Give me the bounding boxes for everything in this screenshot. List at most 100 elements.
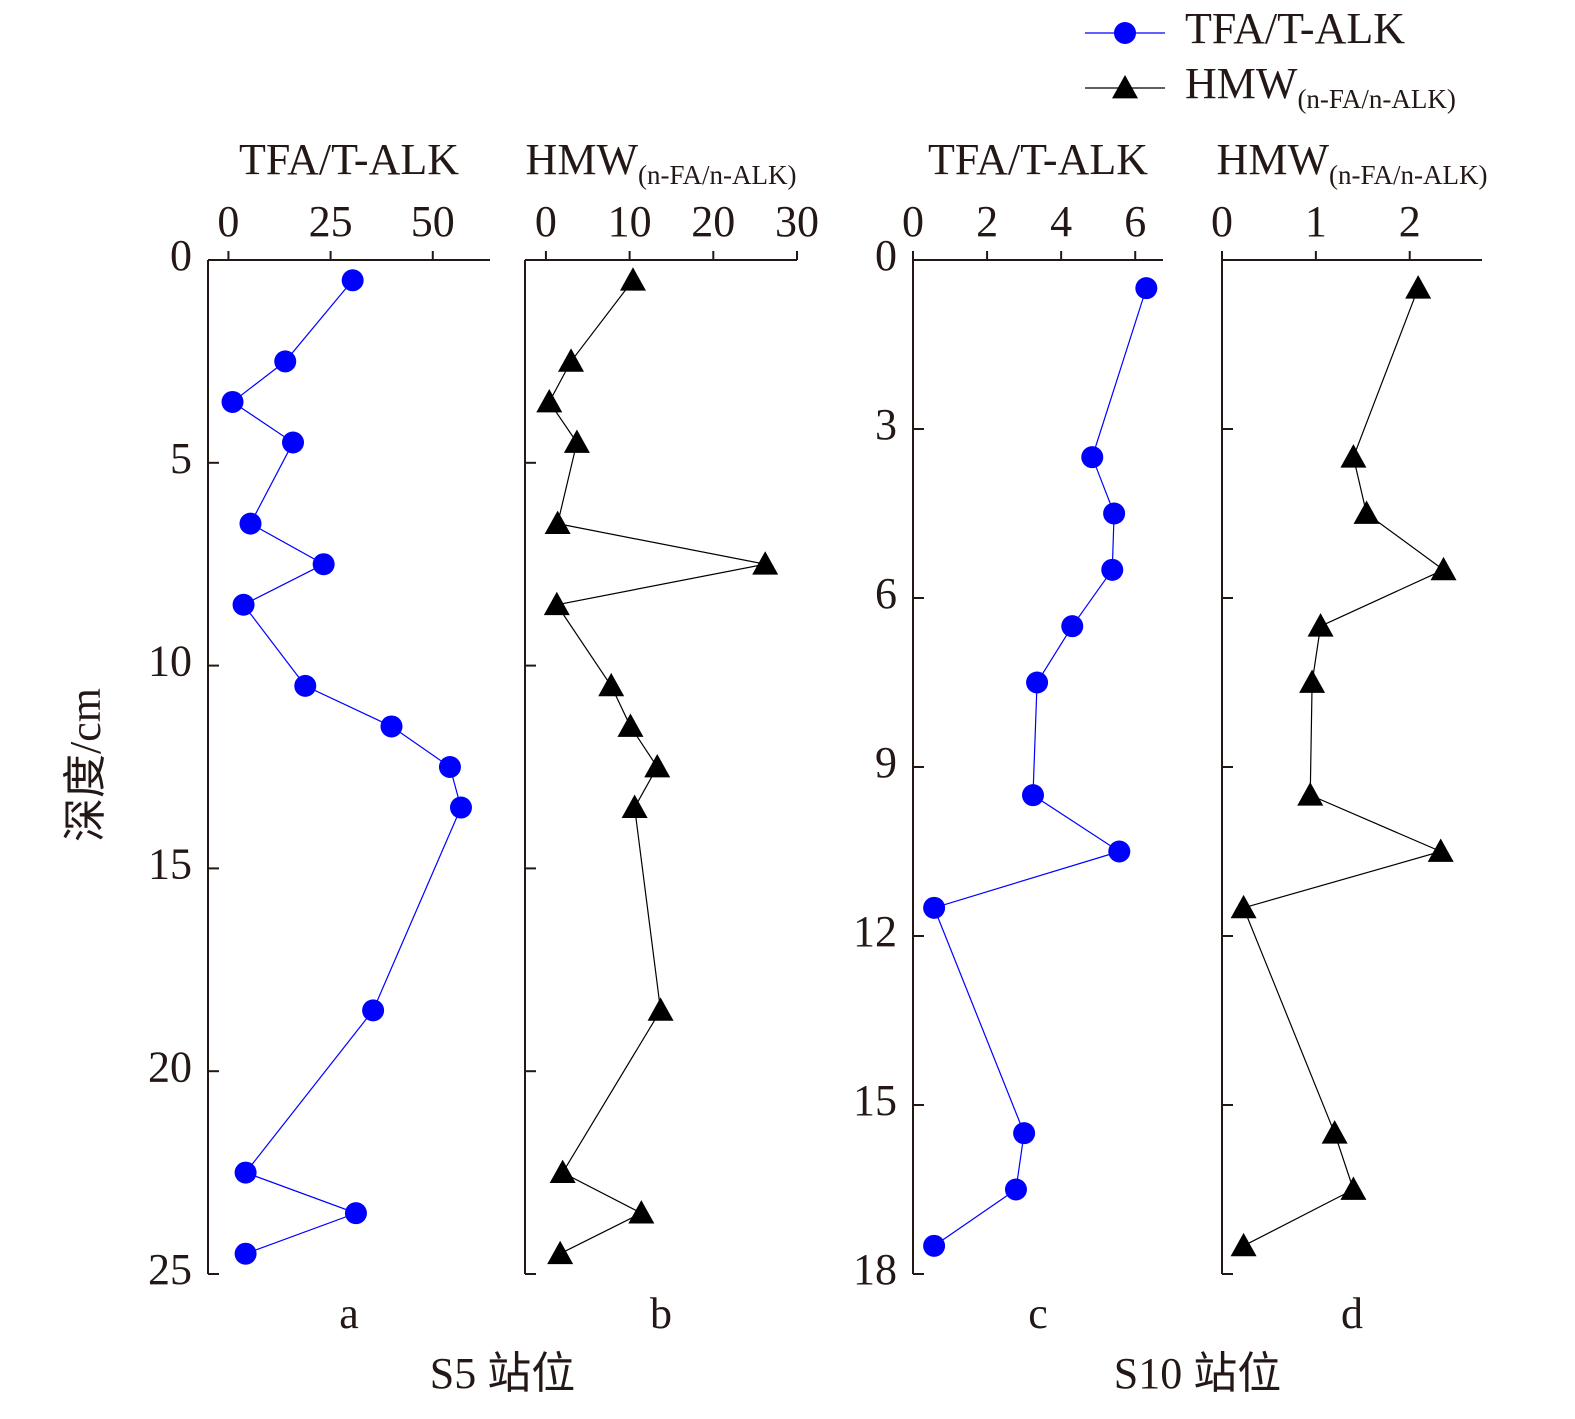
y-tick-label: 25 — [148, 1245, 192, 1294]
y-tick-label: 15 — [853, 1076, 897, 1125]
x-tick-label: 0 — [902, 197, 924, 246]
marker — [923, 1234, 946, 1257]
marker — [1022, 784, 1044, 807]
marker — [1026, 671, 1049, 694]
legend-label-main: HMW — [1185, 59, 1298, 108]
marker — [449, 796, 472, 819]
marker — [221, 390, 244, 413]
y-tick-label: 18 — [853, 1245, 897, 1294]
marker — [563, 429, 590, 453]
x-axis-title: TFA/T-ALK — [928, 135, 1148, 184]
marker — [1101, 558, 1124, 581]
panel-label: c — [1028, 1289, 1048, 1338]
marker — [344, 1202, 367, 1225]
legend-label-sub: (n-FA/n-ALK) — [1297, 84, 1455, 114]
marker — [644, 754, 671, 778]
x-axis-title: HMW(n-FA/n-ALK) — [526, 135, 797, 190]
y-tick-label: 20 — [148, 1042, 192, 1091]
marker — [234, 1161, 257, 1184]
y-tick-label: 12 — [853, 907, 897, 956]
x-axis-title: HMW(n-FA/n-ALK) — [1217, 135, 1488, 190]
panel-label: b — [650, 1289, 672, 1338]
panel-label: a — [339, 1289, 359, 1338]
marker — [1081, 446, 1104, 469]
marker — [282, 431, 305, 454]
marker — [1430, 556, 1457, 581]
x-tick-label: 2 — [1399, 197, 1421, 246]
marker — [547, 1240, 574, 1265]
marker — [1135, 277, 1158, 300]
marker — [628, 1200, 655, 1224]
marker — [341, 269, 364, 292]
y-tick-label: 9 — [875, 738, 897, 787]
marker — [1353, 500, 1380, 524]
marker — [1061, 615, 1084, 638]
marker — [234, 1242, 257, 1265]
marker — [558, 348, 585, 372]
marker — [1103, 502, 1126, 525]
marker — [1307, 613, 1334, 637]
x-axis-title-main: TFA/T-ALK — [928, 135, 1148, 184]
marker — [294, 674, 317, 697]
marker — [239, 512, 262, 535]
marker — [1297, 782, 1324, 806]
marker — [598, 672, 625, 697]
x-tick-label: 20 — [691, 197, 735, 246]
marker — [312, 553, 335, 576]
x-tick-label: 4 — [1050, 197, 1072, 246]
x-axis-title-main: HMW — [526, 135, 639, 184]
x-axis-title-sub: (n-FA/n-ALK) — [1329, 160, 1487, 190]
marker — [274, 350, 297, 373]
x-axis-title: TFA/T-ALK — [239, 135, 459, 184]
y-tick-label: 6 — [875, 569, 897, 618]
marker — [438, 756, 461, 778]
x-tick-label: 0 — [217, 197, 239, 246]
marker — [362, 999, 385, 1022]
x-tick-label: 25 — [309, 197, 353, 246]
marker — [543, 591, 570, 616]
marker — [232, 593, 255, 616]
marker — [647, 997, 674, 1021]
x-axis-title-main: TFA/T-ALK — [239, 135, 459, 184]
marker — [1004, 1178, 1027, 1201]
marker — [1013, 1122, 1036, 1145]
station-label: S10 站位 — [1114, 1349, 1281, 1398]
x-tick-label: 1 — [1305, 197, 1327, 246]
marker — [619, 267, 646, 291]
series-line — [933, 287, 1147, 1247]
panel-label: d — [1341, 1289, 1363, 1338]
x-axis-title-sub: (n-FA/n-ALK) — [638, 160, 796, 190]
x-tick-label: 30 — [775, 197, 819, 246]
marker — [752, 551, 779, 575]
legend-label-main: TFA/T-ALK — [1185, 4, 1405, 53]
y-tick-label: 0 — [875, 231, 897, 280]
marker — [536, 388, 563, 413]
station-label: S5 站位 — [430, 1349, 575, 1398]
marker — [549, 1159, 576, 1183]
legend-label: TFA/T-ALK — [1185, 4, 1405, 53]
marker — [1114, 22, 1136, 44]
x-tick-label: 0 — [1211, 197, 1233, 246]
y-tick-label: 15 — [148, 839, 192, 888]
x-axis-title-main: HMW — [1217, 135, 1330, 184]
x-tick-label: 2 — [976, 197, 998, 246]
marker — [617, 713, 644, 737]
y-tick-label: 5 — [170, 434, 192, 483]
series-line — [1242, 287, 1445, 1247]
marker — [923, 896, 946, 919]
marker — [544, 510, 571, 535]
y-tick-label: 10 — [148, 637, 192, 686]
marker — [1427, 838, 1454, 862]
marker — [1340, 1176, 1367, 1200]
legend-label: HMW(n-FA/n-ALK) — [1185, 59, 1456, 114]
marker — [1405, 275, 1432, 299]
marker — [1299, 669, 1326, 693]
marker — [1340, 444, 1367, 468]
y-tick-label: 0 — [170, 231, 192, 280]
marker — [1112, 75, 1138, 99]
marker — [1230, 894, 1257, 919]
marker — [380, 715, 403, 738]
y-axis-title: 深度/cm — [61, 688, 110, 842]
marker — [1321, 1120, 1348, 1144]
